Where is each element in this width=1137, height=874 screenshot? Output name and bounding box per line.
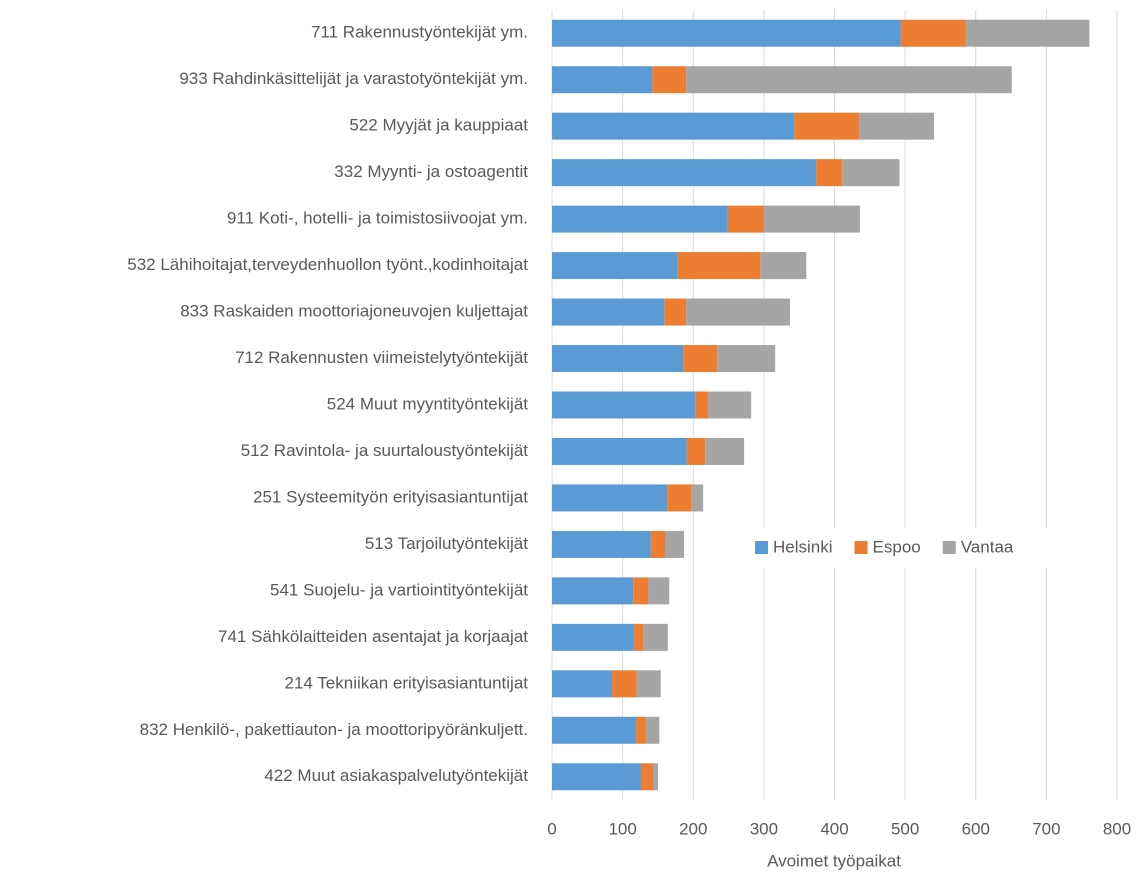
legend-swatch xyxy=(854,541,868,554)
bar xyxy=(652,66,687,94)
bar xyxy=(708,391,752,419)
x-tick-label: 0 xyxy=(547,819,556,838)
bar xyxy=(691,484,704,512)
y-tick-label: 332 Myynti- ja ostoagentit xyxy=(334,162,528,181)
bar xyxy=(667,484,692,512)
x-tick-label: 600 xyxy=(962,819,990,838)
bar xyxy=(552,577,634,605)
bar xyxy=(686,437,706,465)
bar xyxy=(650,530,665,558)
y-tick-label: 532 Lähihoitajat,terveydenhuollon työnt.… xyxy=(127,255,528,274)
bar xyxy=(665,530,685,558)
bar xyxy=(686,298,791,326)
bar xyxy=(552,159,817,187)
y-tick-label: 833 Raskaiden moottoriajoneuvojen kuljet… xyxy=(180,302,528,321)
bar xyxy=(552,437,687,465)
bar xyxy=(633,623,644,651)
x-axis-title: Avoimet työpaikat xyxy=(767,851,901,870)
bar xyxy=(552,66,653,94)
legend-label: Helsinki xyxy=(773,537,833,556)
x-tick-label: 500 xyxy=(891,819,919,838)
y-tick-label: 251 Systeemityön erityisasiantuntijat xyxy=(253,487,528,506)
bar xyxy=(965,19,1090,47)
bar xyxy=(686,66,1012,94)
bar xyxy=(552,252,678,280)
bar xyxy=(552,623,634,651)
bar xyxy=(677,252,761,280)
bar xyxy=(552,670,613,698)
bar xyxy=(645,716,660,744)
bar xyxy=(552,716,637,744)
bar xyxy=(683,345,718,373)
y-tick-label: 933 Rahdinkäsittelijät ja varastotyöntek… xyxy=(179,69,528,88)
x-tick-label: 300 xyxy=(750,819,778,838)
bar xyxy=(640,763,653,791)
y-tick-label: 741 Sähkölaitteiden asentajat ja korjaaj… xyxy=(218,627,528,646)
bar xyxy=(816,159,843,187)
y-tick-label: 524 Muut myyntityöntekijät xyxy=(327,394,529,413)
bar xyxy=(900,19,966,47)
y-tick-label: 422 Muut asiakaspalvelutyöntekijät xyxy=(264,766,528,785)
bar xyxy=(695,391,709,419)
bar xyxy=(643,623,668,651)
y-tick-label: 214 Tekniikan erityisasiantuntijat xyxy=(285,673,529,692)
legend-label: Espoo xyxy=(873,537,921,556)
legend-swatch xyxy=(755,541,768,554)
bar xyxy=(763,205,860,233)
legend-label: Vantaa xyxy=(961,537,1014,556)
bar xyxy=(760,252,807,280)
bar xyxy=(612,670,637,698)
x-tick-label: 200 xyxy=(679,819,707,838)
bar xyxy=(552,391,696,419)
bar xyxy=(705,437,745,465)
y-tick-label: 512 Ravintola- ja suurtaloustyöntekijät xyxy=(241,441,529,460)
x-tick-label: 100 xyxy=(608,819,636,838)
x-tick-label: 400 xyxy=(820,819,848,838)
bar xyxy=(636,670,661,698)
y-tick-label: 911 Koti-, hotelli- ja toimistosiivoojat… xyxy=(227,209,528,228)
bar xyxy=(717,345,776,373)
bar xyxy=(552,484,668,512)
legend-swatch xyxy=(942,541,956,554)
x-tick-label: 800 xyxy=(1103,819,1131,838)
bar xyxy=(652,763,658,791)
bar xyxy=(727,205,764,233)
y-tick-label: 712 Rakennusten viimeistelytyöntekijät xyxy=(235,348,528,367)
bar xyxy=(794,112,860,140)
legend-background xyxy=(745,528,1075,568)
y-tick-label: 711 Rakennustyöntekijät ym. xyxy=(311,23,528,42)
y-tick-label: 522 Myyjät ja kauppiaat xyxy=(349,116,528,135)
bar xyxy=(552,345,684,373)
y-tick-label: 832 Henkilö-, pakettiauton- ja moottorip… xyxy=(140,720,528,739)
bar xyxy=(636,716,646,744)
x-tick-label: 700 xyxy=(1032,819,1060,838)
bar xyxy=(859,112,935,140)
bar xyxy=(633,577,649,605)
y-tick-label: 541 Suojelu- ja vartiointityöntekijät xyxy=(270,580,528,599)
bar xyxy=(552,530,651,558)
y-tick-label: 513 Tarjoilutyöntekijät xyxy=(365,534,528,553)
bar xyxy=(842,159,900,187)
bar xyxy=(552,298,665,326)
bar xyxy=(552,205,728,233)
bar xyxy=(664,298,687,326)
bar xyxy=(552,763,641,791)
bar xyxy=(648,577,670,605)
bar xyxy=(552,112,795,140)
bar xyxy=(552,19,901,47)
